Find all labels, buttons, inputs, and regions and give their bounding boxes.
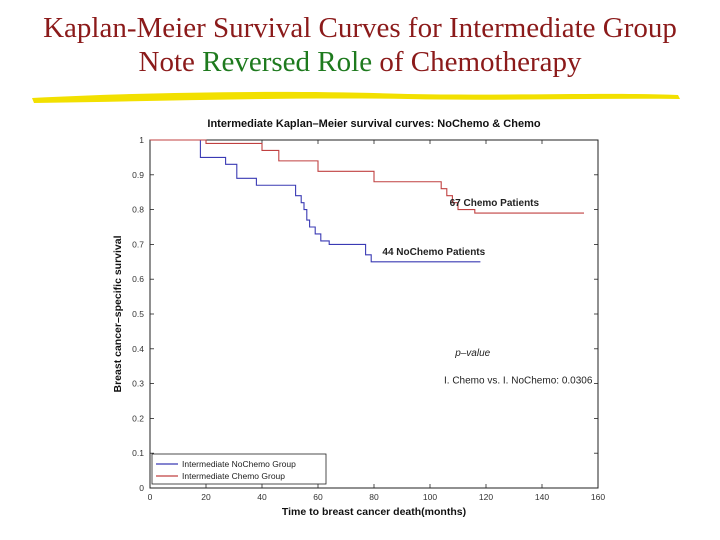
title-reversed-role: Reversed Role	[202, 46, 373, 78]
title-rest: of Chemotherapy	[379, 46, 582, 78]
legend-box	[151, 453, 327, 485]
annotation-chemo-patients: 67 Chemo Patients	[450, 198, 540, 209]
plot-frame	[149, 139, 599, 489]
x-tick-label: 40	[257, 492, 267, 502]
series-line-nochemo	[150, 139, 481, 263]
y-tick-label: 0.2	[132, 413, 144, 423]
x-tick-label: 0	[148, 492, 153, 502]
slide-title-line1: Kaplan-Meier Survival Curves for Interme…	[43, 12, 677, 44]
y-axis: 0 0.1 0.2 0.3 0.4 0.5 0.6 0.7 0.8 0.9 1	[132, 135, 598, 493]
x-tick-label: 140	[535, 492, 549, 502]
y-tick-label: 0.1	[132, 448, 144, 458]
x-tick-label: 120	[479, 492, 493, 502]
y-tick-label: 0	[139, 483, 144, 493]
x-axis-label: Time to breast cancer death(months)	[282, 506, 466, 518]
x-axis: 0 20 40 60 80 100 120 140 160	[148, 140, 605, 502]
chart-title: Intermediate Kaplan–Meier survival curve…	[207, 118, 540, 130]
y-tick-label: 0.4	[132, 344, 144, 354]
series-line-chemo	[150, 139, 584, 214]
x-tick-label: 100	[423, 492, 437, 502]
annotation-pvalue-label: p–value	[454, 348, 490, 359]
annotation-nochemo-patients: 44 NoChemo Patients	[382, 247, 485, 258]
title-note-word: Note	[138, 46, 195, 78]
y-tick-label: 1	[139, 135, 144, 145]
y-tick-label: 0.7	[132, 239, 144, 249]
annotation-layer: 67 Chemo Patients 44 NoChemo Patients p–…	[382, 198, 592, 386]
slide-title-line2: Note Reversed Role of Chemotherapy	[0, 46, 720, 78]
x-tick-label: 20	[201, 492, 211, 502]
y-tick-label: 0.5	[132, 309, 144, 319]
title-underline-decoration	[32, 91, 680, 103]
y-tick-label: 0.6	[132, 274, 144, 284]
underline-brush-stroke	[32, 91, 680, 103]
km-chart: Intermediate Kaplan–Meier survival curve…	[112, 118, 605, 518]
series-layer	[150, 139, 584, 263]
y-tick-label: 0.9	[132, 170, 144, 180]
x-tick-label: 80	[369, 492, 379, 502]
x-tick-label: 60	[313, 492, 323, 502]
y-tick-label: 0.8	[132, 205, 144, 215]
legend: Intermediate NoChemo Group Intermediate …	[151, 453, 327, 485]
legend-label-nochemo: Intermediate NoChemo Group	[182, 459, 296, 469]
annotation-pvalue-result: I. Chemo vs. I. NoChemo: 0.0306	[444, 376, 593, 387]
legend-label-chemo: Intermediate Chemo Group	[182, 471, 285, 481]
y-tick-label: 0.3	[132, 379, 144, 389]
y-axis-label: Breast cancer–specific survival	[112, 235, 124, 392]
x-tick-label: 160	[591, 492, 605, 502]
